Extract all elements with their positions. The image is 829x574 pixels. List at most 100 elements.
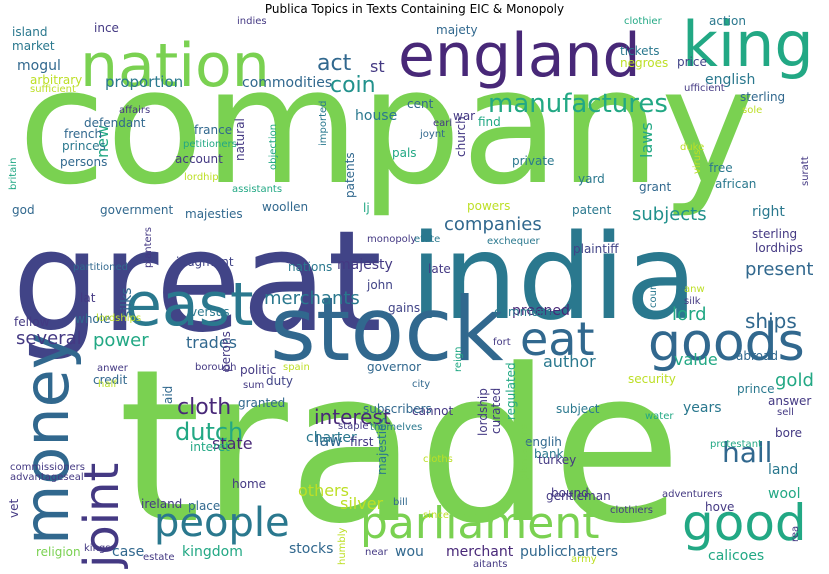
word-trades: trades <box>186 333 237 352</box>
word-englih: englih <box>525 435 562 449</box>
word-tickets: tickets <box>620 44 660 58</box>
word-gold: gold <box>775 370 814 391</box>
word-merchants: merchants <box>264 288 360 309</box>
word-versus: versus <box>190 305 230 319</box>
word-india: india <box>410 208 698 346</box>
word-commissioners: commissioners <box>10 462 85 473</box>
word-spain: spain <box>283 362 310 373</box>
word-etate: etate <box>414 234 440 245</box>
word-public: public <box>520 544 562 560</box>
word-army: army <box>571 554 597 565</box>
word-france: france <box>194 123 232 137</box>
word-government: government <box>100 203 173 217</box>
word-ireland: ireland <box>141 497 182 511</box>
word-bore: bore <box>775 426 802 440</box>
word-lj: lj <box>363 201 370 215</box>
word-east: east <box>125 270 253 340</box>
word-silk: silk <box>684 296 701 307</box>
word-sell: sell <box>777 407 794 418</box>
word-companies: companies <box>444 214 542 235</box>
word-near: near <box>365 547 389 558</box>
word-state: state <box>212 434 253 453</box>
word-natural: natural <box>233 118 247 161</box>
word-defendant: defendant <box>84 116 146 130</box>
word-half: half <box>98 379 117 390</box>
word-laws: laws <box>637 122 656 158</box>
word-perons: perons <box>219 331 233 372</box>
word-silks: silks <box>119 288 135 318</box>
word-years: years <box>683 400 722 416</box>
word-ince: ince <box>94 21 119 35</box>
word-silver: silver <box>340 494 384 513</box>
word-subject: subject <box>556 402 600 416</box>
word-aid: aid <box>161 386 175 404</box>
word-trade: trade <box>118 324 682 570</box>
word-goods: goods <box>648 313 805 373</box>
word-right: right <box>752 204 785 220</box>
word-people: people <box>154 500 290 546</box>
word-objection: objection <box>268 124 279 170</box>
word-estate: estate <box>143 552 174 563</box>
word-kingdom: kingdom <box>182 544 243 560</box>
word-lordhip: lordhip <box>184 172 219 183</box>
word-house: house <box>355 108 397 124</box>
word-protestant: protestant <box>710 439 762 450</box>
word-cent: cent <box>407 97 434 111</box>
word-present: present <box>745 259 813 280</box>
word-humbly: humbly <box>337 527 348 565</box>
word-yard: yard <box>578 172 605 186</box>
word-pals: pals <box>392 146 417 160</box>
word-sufficient: sufficient <box>30 84 76 95</box>
word-st: st <box>370 57 385 76</box>
word-kings: kings <box>84 543 110 554</box>
word-charter: charter <box>306 430 357 446</box>
word-cloth: cloth <box>177 395 231 420</box>
word-majety: majety <box>436 23 478 37</box>
word-earl: earl <box>433 118 452 129</box>
word-merchant: merchant <box>446 544 514 560</box>
word-rea: rea <box>790 526 801 542</box>
word-patent: patent <box>572 203 612 217</box>
word-patents: patents <box>343 152 357 198</box>
word-first: first <box>350 435 374 449</box>
word-hove: hove <box>705 500 734 514</box>
word-lordships: lordships <box>96 313 141 324</box>
word-place: place <box>188 499 220 513</box>
word-security: security <box>628 372 676 386</box>
word-charters: charters <box>560 544 618 560</box>
word-grant: grant <box>639 180 672 194</box>
word-english: english <box>705 72 755 88</box>
word-monopoly: monopoly <box>367 234 417 245</box>
word-princes: princes <box>62 139 106 153</box>
word-england: england <box>398 21 641 91</box>
word-act: act <box>317 51 352 76</box>
word-preened: preened <box>512 303 570 319</box>
word-gains: gains <box>388 301 420 315</box>
word-judgment: judgment <box>175 255 234 269</box>
word-adventurers: adventurers <box>662 489 723 500</box>
word-market: market <box>12 39 55 53</box>
word-petitioners: petitioners <box>183 139 237 150</box>
word-author: author <box>543 352 596 371</box>
word-bound: bound <box>551 486 589 500</box>
word-nations: nations <box>288 260 332 274</box>
word-stocks: stocks <box>289 541 333 557</box>
word-powers: powers <box>467 199 510 213</box>
chart-title: Publica Topics in Texts Containing EIC &… <box>264 2 565 16</box>
word-home: home <box>232 477 266 491</box>
word-new: new <box>93 125 112 158</box>
word-bill: bill <box>393 497 408 508</box>
word-cannot: cannot <box>412 404 454 418</box>
word-ships: ships <box>745 309 797 333</box>
word-governor: governor <box>367 360 421 374</box>
word-abroad: abroad <box>736 349 778 363</box>
word-religion: religion <box>36 545 81 559</box>
word-affairs: affairs <box>119 105 150 116</box>
word-church: church <box>454 116 468 157</box>
word-since: since <box>423 510 449 521</box>
word-exchequer: exchequer <box>487 236 541 247</box>
word-persons: persons <box>60 155 107 169</box>
word-anwer: anwer <box>97 363 129 374</box>
word-duke: duke <box>680 142 704 153</box>
